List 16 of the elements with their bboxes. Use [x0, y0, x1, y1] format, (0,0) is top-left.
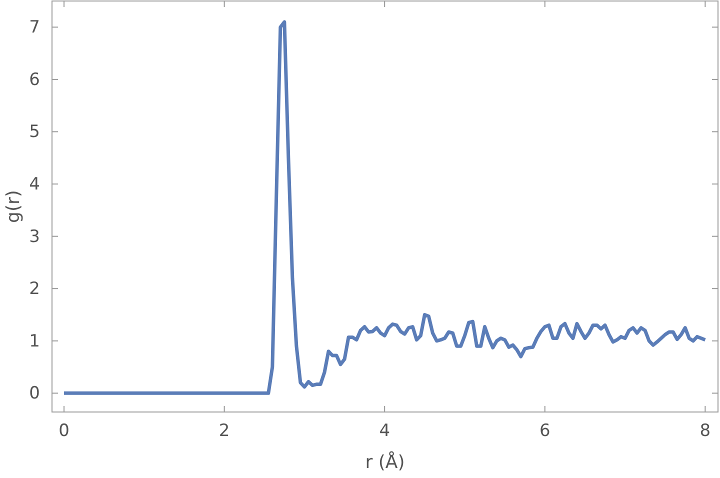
x-tick-label: 2	[218, 421, 230, 442]
line-series	[62, 20, 707, 395]
y-tick-label: 7	[29, 18, 40, 38]
x-axis-title: r (Å)	[365, 451, 405, 473]
x-tick-label: 6	[539, 421, 550, 442]
y-tick-label: 2	[29, 279, 40, 300]
y-tick-label: 1	[29, 331, 40, 352]
x-tick-label: 0	[58, 421, 70, 442]
x-tick-label: 8	[700, 421, 711, 442]
y-axis-title: g(r)	[3, 190, 24, 223]
y-tick-label: 4	[29, 174, 40, 194]
x-tick-label: 4	[379, 421, 390, 442]
y-tick-label: 0	[29, 384, 40, 404]
y-tick-label: 6	[29, 70, 40, 90]
y-tick-label: 5	[29, 122, 40, 142]
y-tick-label: 3	[29, 226, 40, 247]
